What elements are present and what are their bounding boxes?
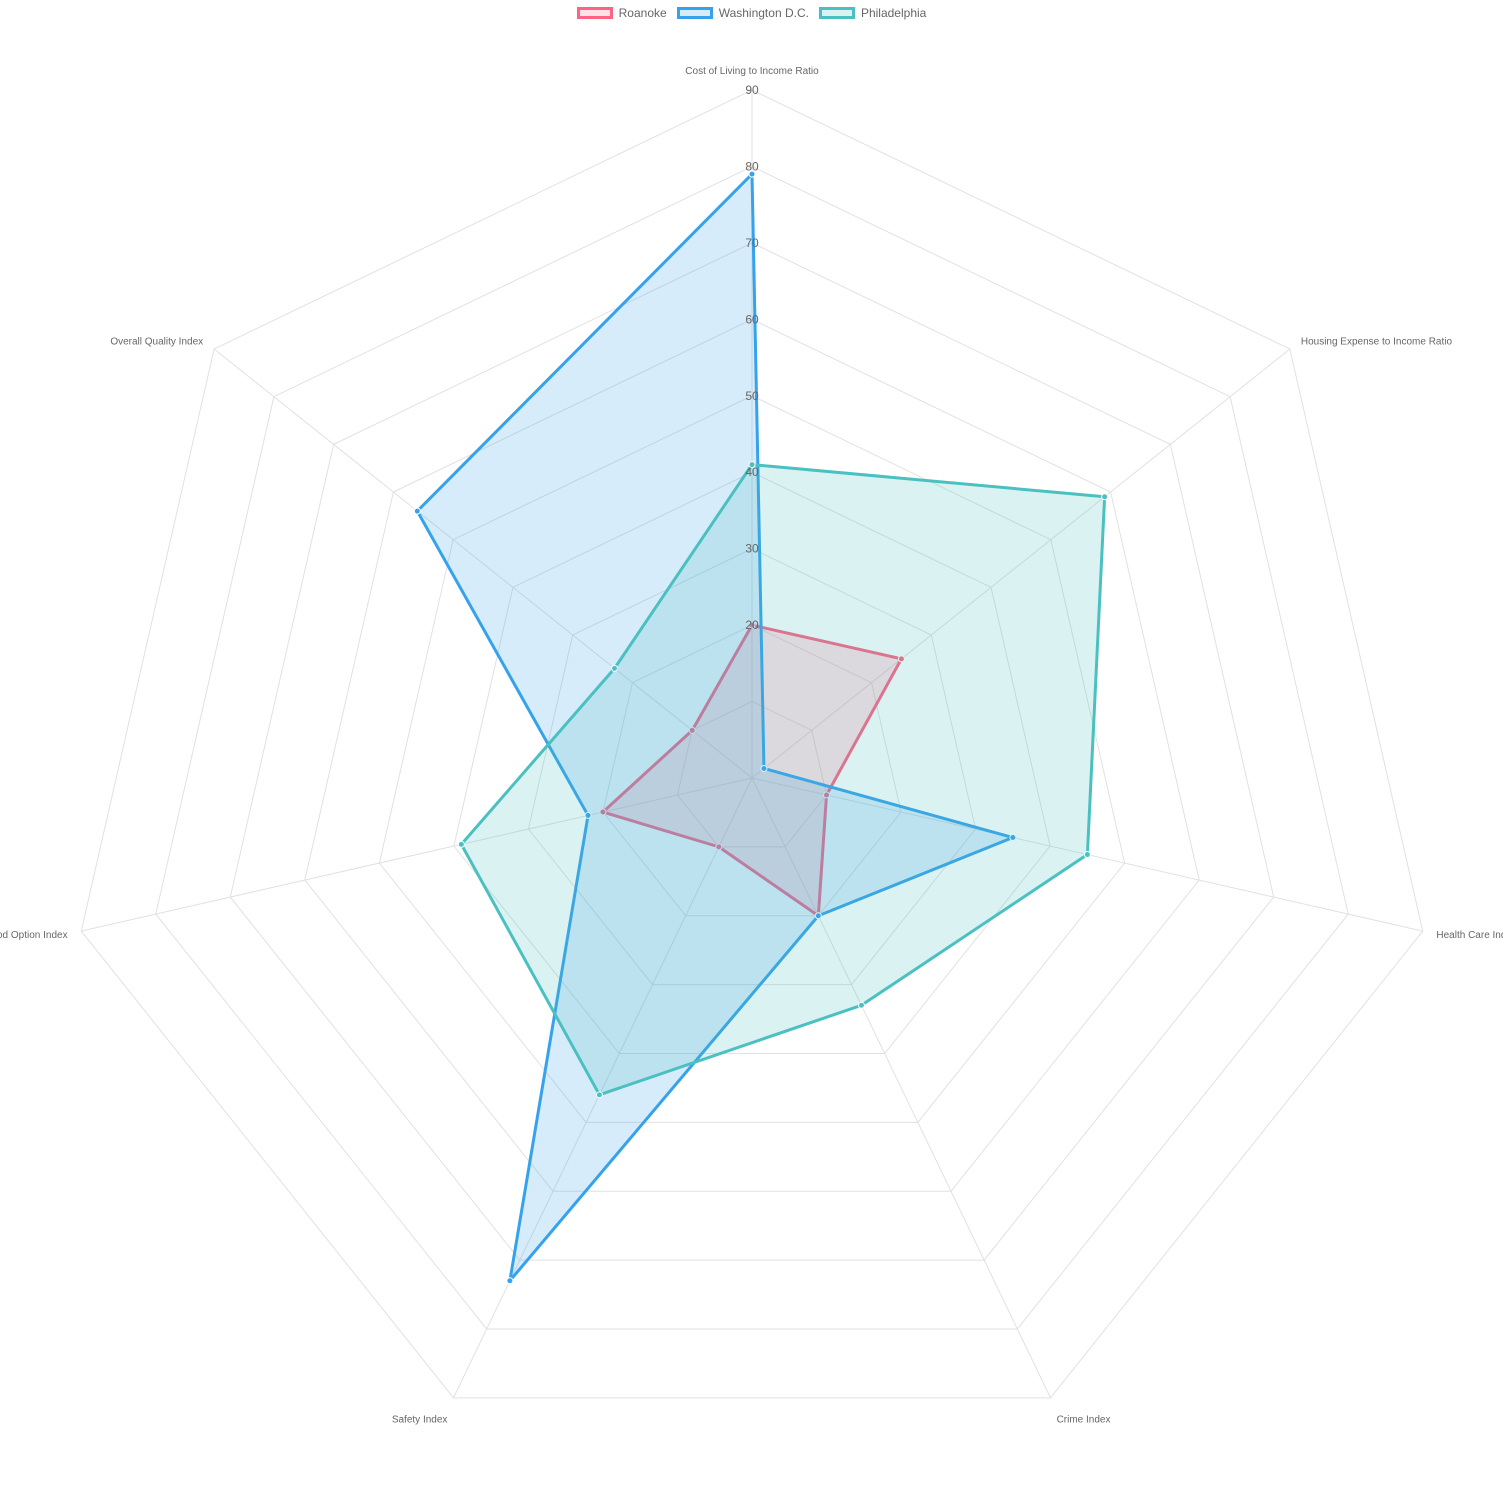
legend-label-washington-dc: Washington D.C.: [718, 6, 809, 20]
tick-label-80: 80: [745, 159, 759, 173]
data-point-washington-d-c-crime-index[interactable]: [814, 912, 822, 920]
series-roanoke: [599, 621, 905, 920]
legend-swatch-washington-dc: [676, 7, 713, 19]
grid-ring-30: [527, 548, 977, 986]
data-point-washington-d-c-overall-quality-index[interactable]: [413, 507, 421, 515]
grid-ring-10: [676, 701, 828, 848]
radar-tick-labels: 20 30 40 50 60 70 80 90: [745, 83, 759, 632]
tick-label-50: 50: [745, 389, 759, 403]
legend-swatch-philadelphia: [818, 7, 855, 19]
grid-spoke-safety-index: [453, 777, 753, 1399]
data-point-roanoke-housing-expense-to-income-ratio[interactable]: [897, 655, 905, 663]
grid-ring-60: [304, 318, 1200, 1192]
axis-label-cost-of-living-to-income-ratio: Cost of Living to Income Ratio: [685, 66, 819, 77]
chart-legend: Roanoke Washington D.C. Philadelphia: [0, 6, 1503, 20]
grid-ring-50: [378, 395, 1126, 1123]
data-point-philadelphia-overall-quality-index[interactable]: [611, 664, 619, 672]
data-point-roanoke-safety-index[interactable]: [715, 843, 723, 851]
series-area-washington-d-c: [415, 172, 1015, 1283]
data-point-philadelphia-health-care-index[interactable]: [1083, 851, 1091, 859]
radar-axis-labels: Cost of Living to Income Ratio Housing Ex…: [0, 66, 1503, 1425]
legend-item-philadelphia[interactable]: Philadelphia: [818, 6, 927, 20]
axis-label-housing-expense-to-income-ratio: Housing Expense to Income Ratio: [1301, 336, 1453, 347]
data-point-washington-d-c-safety-index[interactable]: [506, 1277, 514, 1285]
data-point-roanoke-overall-quality-index[interactable]: [688, 726, 696, 734]
data-point-roanoke-cost-of-living-to-income-ratio[interactable]: [748, 621, 756, 629]
legend-item-roanoke[interactable]: Roanoke: [576, 6, 667, 20]
axis-label-food-option-index: Food Option Index: [0, 930, 68, 941]
grid-spoke-housing-expense-to-income-ratio: [751, 348, 1291, 779]
tick-label-90: 90: [745, 83, 759, 97]
data-point-philadelphia-crime-index[interactable]: [857, 1001, 865, 1009]
legend-item-washington-dc[interactable]: Washington D.C.: [676, 6, 809, 20]
grid-ring-70: [229, 242, 1275, 1261]
series-washington-d-c: [413, 170, 1017, 1285]
data-point-roanoke-food-option-index[interactable]: [599, 808, 607, 816]
grid-spoke-crime-index: [751, 777, 1051, 1399]
tick-label-70: 70: [745, 236, 759, 250]
axis-label-safety-index: Safety Index: [392, 1414, 448, 1425]
data-point-philadelphia-food-option-index[interactable]: [457, 840, 465, 848]
series-area-roanoke: [601, 623, 903, 918]
series-philadelphia: [457, 461, 1109, 1099]
grid-ring-40: [453, 471, 1051, 1054]
data-point-philadelphia-safety-index[interactable]: [595, 1091, 603, 1099]
axis-label-health-care-index: Health Care Index: [1436, 930, 1503, 941]
data-point-washington-d-c-food-option-index[interactable]: [584, 811, 592, 819]
data-point-philadelphia-housing-expense-to-income-ratio[interactable]: [1101, 493, 1109, 501]
tick-label-20: 20: [745, 618, 759, 632]
grid-spoke-overall-quality-index: [213, 348, 753, 779]
data-point-philadelphia-cost-of-living-to-income-ratio[interactable]: [748, 461, 756, 469]
legend-label-philadelphia: Philadelphia: [860, 6, 927, 20]
tick-label-30: 30: [745, 542, 759, 556]
axis-label-overall-quality-index: Overall Quality Index: [110, 336, 203, 347]
series-area-philadelphia: [459, 463, 1107, 1097]
data-point-roanoke-health-care-index[interactable]: [823, 791, 831, 799]
tick-label-60: 60: [745, 312, 759, 326]
grid-ring-80: [155, 165, 1349, 1330]
grid-ring-90: [80, 89, 1424, 1399]
axis-label-crime-index: Crime Index: [1057, 1414, 1111, 1425]
legend-swatch-roanoke: [576, 7, 613, 19]
data-point-washington-d-c-housing-expense-to-income-ratio[interactable]: [760, 764, 768, 772]
data-point-washington-d-c-health-care-index[interactable]: [1009, 834, 1017, 842]
radar-series: [413, 170, 1109, 1285]
radar-grid: [80, 89, 1424, 1399]
tick-label-40: 40: [745, 465, 759, 479]
data-point-washington-d-c-cost-of-living-to-income-ratio[interactable]: [748, 170, 756, 178]
grid-spoke-food-option-index: [81, 777, 753, 932]
legend-label-roanoke: Roanoke: [618, 6, 667, 20]
